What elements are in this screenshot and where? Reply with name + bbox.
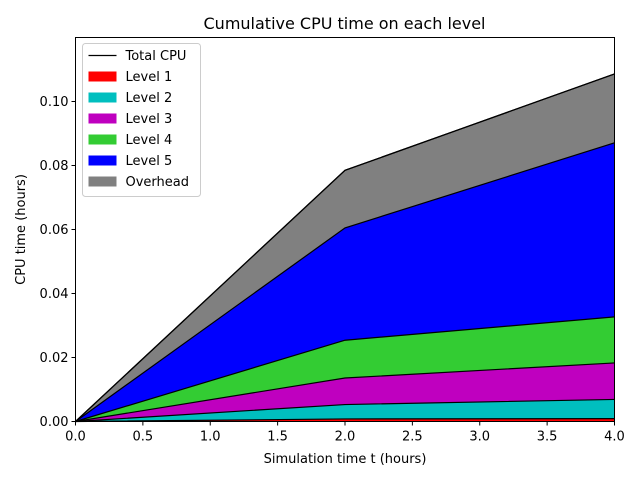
area-level-5: [75, 142, 615, 422]
areas-layer: [75, 73, 615, 422]
boundary-level-3: [75, 362, 615, 423]
chart-title: Cumulative CPU time on each level: [204, 14, 486, 33]
boundary-level-2: [75, 398, 615, 423]
legend-label-overhead: Overhead: [126, 175, 190, 190]
x-tick-label: 2.0: [335, 430, 356, 445]
y-tick-label: 0.08: [40, 159, 69, 174]
x-tick-label: 4.0: [604, 430, 625, 445]
ticks-layer: 0.0 0.5 1.0 1.5 2.0 2.5 3.0 3.5 4.0 0.00 0.02 0.04 0…: [40, 95, 625, 445]
legend-label-level-5: Level 5: [126, 154, 173, 169]
legend-swatch-level-3: [88, 113, 117, 124]
area-level-2: [75, 399, 615, 422]
legend-swatch-level-4: [88, 134, 117, 145]
x-tick-label: 3.5: [537, 430, 558, 445]
x-axis-label: Simulation time t (hours): [264, 452, 427, 467]
area-level-3: [75, 362, 615, 422]
legend-swatch-overhead: [88, 176, 117, 187]
legend-label-level-1: Level 1: [126, 70, 173, 85]
y-tick-label: 0.10: [40, 95, 69, 110]
legend-label-level-2: Level 2: [126, 91, 173, 106]
boundary-level-4: [75, 316, 615, 423]
y-tick-label: 0.00: [40, 415, 69, 430]
total-cpu-line: [75, 73, 615, 422]
x-tick-label: 1.5: [267, 430, 288, 445]
x-tick-label: 1.0: [200, 430, 221, 445]
legend-swatch-level-1: [88, 71, 117, 82]
boundary-level-1: [75, 418, 615, 423]
x-tick-label: 0.0: [65, 430, 86, 445]
x-tick-label: 3.0: [469, 430, 490, 445]
legend: Total CPU Level 1 Level 2 Level 3 Level 4 Lev…: [82, 43, 201, 197]
boundary-level-5: [75, 142, 615, 422]
legend-label-total-cpu: Total CPU: [125, 49, 187, 64]
area-level-4: [75, 316, 615, 422]
area-overhead: [75, 73, 615, 422]
y-tick-label: 0.04: [40, 287, 69, 302]
x-tick-label: 2.5: [402, 430, 423, 445]
lines-layer: [75, 73, 615, 423]
x-tick-label: 0.5: [133, 430, 154, 445]
y-tick-label: 0.06: [40, 223, 69, 238]
legend-label-level-3: Level 3: [126, 112, 173, 127]
legend-label-level-4: Level 4: [126, 133, 173, 148]
y-tick-label: 0.02: [40, 351, 69, 366]
legend-swatch-level-5: [88, 155, 117, 166]
y-axis-label: CPU time (hours): [14, 174, 29, 285]
legend-swatch-level-2: [88, 92, 117, 103]
